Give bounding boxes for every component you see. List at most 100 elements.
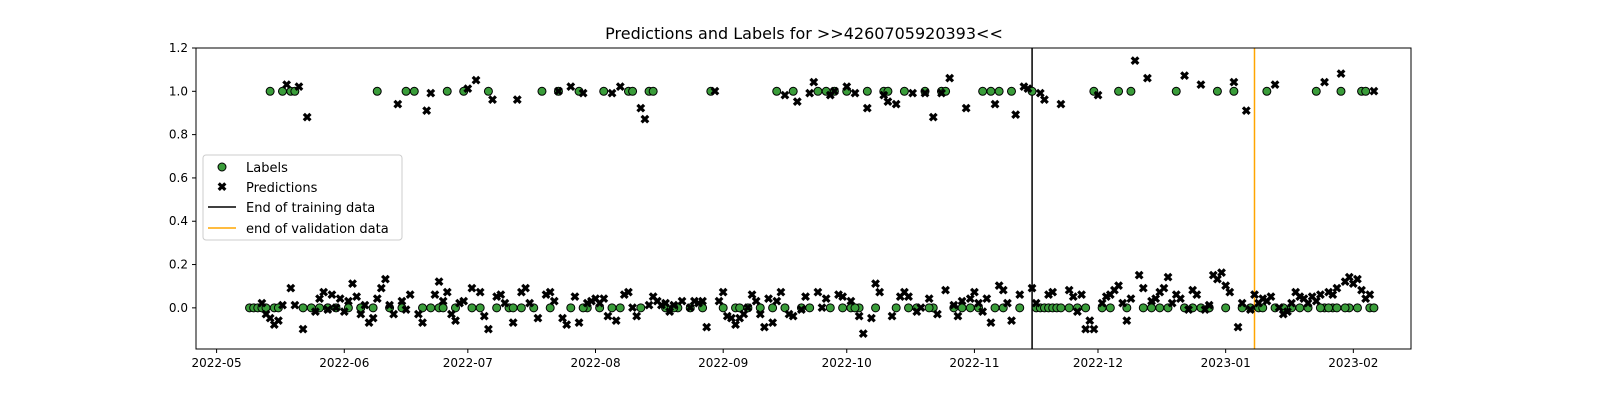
label-point <box>273 303 283 313</box>
prediction-point: ✖ <box>858 327 868 341</box>
label-point <box>323 303 333 313</box>
y-tick-label: 0.8 <box>169 128 188 142</box>
label-point <box>574 86 584 96</box>
prediction-point: ✖ <box>607 86 617 100</box>
prediction-point: ✖ <box>1315 288 1325 302</box>
prediction-point: ✖ <box>488 93 498 107</box>
prediction-point: ✖ <box>405 288 415 302</box>
prediction-point: ✖ <box>1068 290 1078 304</box>
label-point <box>595 303 605 313</box>
prediction-point: ✖ <box>603 310 613 324</box>
prediction-point: ✖ <box>500 297 510 311</box>
prediction-point: ✖ <box>1072 305 1082 319</box>
prediction-point: ✖ <box>1179 69 1189 83</box>
prediction-point: ✖ <box>862 102 872 116</box>
label-point <box>1126 86 1136 96</box>
prediction-point: ✖ <box>1085 314 1095 328</box>
x-tick-label: 2022-08 <box>570 356 620 370</box>
prediction-point: ✖ <box>282 78 292 92</box>
x-tick-label: 2022-10 <box>822 356 872 370</box>
prediction-point: ✖ <box>455 297 465 311</box>
prediction-point: ✖ <box>710 84 720 98</box>
prediction-point: ✖ <box>389 307 399 321</box>
prediction-point: ✖ <box>1311 294 1321 308</box>
prediction-point: ✖ <box>644 299 654 313</box>
prediction-point: ✖ <box>393 97 403 111</box>
prediction-point: ✖ <box>842 80 852 94</box>
prediction-point: ✖ <box>368 312 378 326</box>
chart-title: Predictions and Labels for >>42607059203… <box>605 24 1003 43</box>
prediction-point: ✖ <box>1229 76 1239 90</box>
prediction-point: ✖ <box>438 294 448 308</box>
prediction-point: ✖ <box>1184 303 1194 317</box>
prediction-point: ✖ <box>780 89 790 103</box>
label-point <box>1352 303 1362 313</box>
prediction-point: ✖ <box>838 290 848 304</box>
legend: Labels ✖ Predictions End of training data en… <box>202 154 403 241</box>
label-point <box>537 86 547 96</box>
label-point <box>409 86 419 96</box>
prediction-point: ✖ <box>623 286 633 300</box>
label-point <box>385 303 395 313</box>
prediction-point: ✖ <box>331 301 341 315</box>
prediction-point: ✖ <box>1188 284 1198 298</box>
label-point <box>1315 303 1325 313</box>
prediction-point: ✖ <box>1097 297 1107 311</box>
prediction-point: ✖ <box>1167 297 1177 311</box>
label-point <box>628 86 638 96</box>
prediction-point: ✖ <box>965 292 975 306</box>
label-point <box>755 303 765 313</box>
prediction-point: ✖ <box>1035 86 1045 100</box>
label-point <box>850 303 860 313</box>
legend-marker-labels <box>217 162 227 172</box>
prediction-point: ✖ <box>784 307 794 321</box>
y-tick-label: 0.6 <box>169 171 188 185</box>
prediction-point: ✖ <box>1093 89 1103 103</box>
prediction-point: ✖ <box>566 80 576 94</box>
prediction-point: ✖ <box>553 84 563 98</box>
prediction-point: ✖ <box>768 316 778 330</box>
prediction-point: ✖ <box>450 314 460 328</box>
label-point <box>1006 86 1016 96</box>
prediction-point: ✖ <box>590 292 600 306</box>
prediction-point: ✖ <box>492 290 502 304</box>
prediction-point: ✖ <box>1031 297 1041 311</box>
label-point <box>986 86 996 96</box>
label-point <box>842 86 852 96</box>
prediction-point: ✖ <box>1081 323 1091 337</box>
prediction-point: ✖ <box>261 307 271 321</box>
prediction-point: ✖ <box>1249 288 1259 302</box>
label-point <box>1361 86 1371 96</box>
prediction-point: ✖ <box>722 310 732 324</box>
prediction-point: ✖ <box>883 95 893 109</box>
label-point <box>438 303 448 313</box>
prediction-point: ✖ <box>385 299 395 313</box>
prediction-point: ✖ <box>380 273 390 287</box>
prediction-point: ✖ <box>689 294 699 308</box>
prediction-point: ✖ <box>1089 323 1099 337</box>
prediction-point: ✖ <box>310 305 320 319</box>
legend-marker-predictions: ✖ <box>217 180 227 194</box>
label-point <box>1258 303 1268 313</box>
prediction-point: ✖ <box>998 284 1008 298</box>
label-point <box>459 86 469 96</box>
prediction-point: ✖ <box>475 286 485 300</box>
prediction-point: ✖ <box>1027 281 1037 295</box>
prediction-point: ✖ <box>265 312 275 326</box>
label-point <box>698 303 708 313</box>
y-tick-label: 1.2 <box>169 41 188 55</box>
prediction-point: ✖ <box>1192 288 1202 302</box>
prediction-point: ✖ <box>339 305 349 319</box>
prediction-point: ✖ <box>286 281 296 295</box>
prediction-point: ✖ <box>903 290 913 304</box>
label-point <box>1204 303 1214 313</box>
prediction-point: ✖ <box>463 82 473 96</box>
prediction-point: ✖ <box>442 286 452 300</box>
prediction-point: ✖ <box>586 294 596 308</box>
prediction-point: ✖ <box>825 89 835 103</box>
prediction-point: ✖ <box>677 294 687 308</box>
prediction-point: ✖ <box>994 279 1004 293</box>
prediction-point: ✖ <box>895 290 905 304</box>
y-axis: 0.0 0.2 0.4 0.6 0.8 1.0 1.2 <box>169 41 196 315</box>
y-tick-label: 0.2 <box>169 258 188 272</box>
